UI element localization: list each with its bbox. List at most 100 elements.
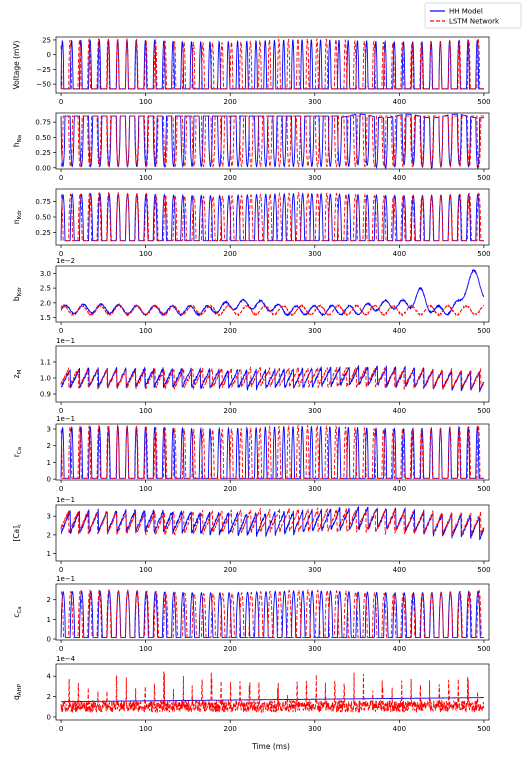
subplot-3: 0 100 200 300 400 500 0.25 0.50 0.75 nKdr bbox=[12, 188, 491, 258]
x-tick-label: 300 bbox=[308, 725, 321, 733]
y-axis-label: zM bbox=[12, 369, 23, 378]
y-tick-label: 0.00 bbox=[35, 164, 51, 172]
legend-box bbox=[424, 2, 522, 29]
y-axis-label: cCa bbox=[12, 606, 23, 617]
x-tick-label: 400 bbox=[393, 407, 406, 415]
x-tick-label: 400 bbox=[393, 250, 406, 258]
x-tick-label: 0 bbox=[59, 407, 63, 415]
x-tick-label: 0 bbox=[59, 250, 63, 258]
axis-exponent: 1e−4 bbox=[56, 655, 76, 663]
x-tick-label: 200 bbox=[224, 250, 237, 258]
x-tick-label: 500 bbox=[477, 174, 490, 182]
x-tick-label: 500 bbox=[477, 327, 490, 335]
x-tick-label: 300 bbox=[308, 98, 321, 106]
y-axis-label: hNa bbox=[12, 135, 23, 147]
x-tick-label: 100 bbox=[139, 174, 152, 182]
y-tick-label: 0.50 bbox=[35, 134, 51, 142]
y-tick-label: 0 bbox=[47, 713, 51, 721]
plot-frame bbox=[55, 36, 490, 94]
y-tick-label: −25 bbox=[36, 66, 51, 74]
axis-exponent: 1e−2 bbox=[56, 257, 75, 265]
axis-exponent: 1e−1 bbox=[56, 415, 75, 423]
y-tick-label: 2 bbox=[47, 693, 51, 701]
x-tick-label: 400 bbox=[393, 725, 406, 733]
axis-exponent: 1e−1 bbox=[56, 496, 75, 504]
y-tick-label: 0.50 bbox=[35, 214, 51, 222]
subplot-9: 0 100 200 300 400 500 0 2 4 1e−4 qAHP bbox=[12, 655, 491, 733]
y-axis-label: Voltage (mV) bbox=[12, 41, 21, 90]
x-tick-label: 200 bbox=[224, 566, 237, 574]
plot-frame bbox=[55, 423, 490, 481]
y-tick-label: 2 bbox=[47, 531, 51, 539]
subplot-2: 0 100 200 300 400 500 0.00 0.25 0.50 0.75 hNa bbox=[12, 112, 491, 182]
y-tick-label: 25 bbox=[42, 36, 51, 44]
y-tick-label: 0 bbox=[47, 51, 51, 59]
x-tick-label: 0 bbox=[59, 566, 63, 574]
x-tick-label: 100 bbox=[139, 485, 152, 493]
x-tick-label: 300 bbox=[308, 250, 321, 258]
x-tick-label: 400 bbox=[393, 566, 406, 574]
x-tick-label: 500 bbox=[477, 98, 490, 106]
x-tick-label: 0 bbox=[59, 98, 63, 106]
x-tick-label: 400 bbox=[393, 174, 406, 182]
y-axis-label: nKdr bbox=[12, 209, 23, 224]
y-axis-label: rCa bbox=[12, 447, 23, 457]
x-tick-label: 0 bbox=[59, 725, 63, 733]
x-tick-label: 300 bbox=[308, 327, 321, 335]
x-tick-label: 500 bbox=[477, 725, 490, 733]
subplot-5: 0 100 200 300 400 500 0.9 1.0 1.1 1e−1 zM bbox=[12, 337, 491, 415]
subplot-8: 0 100 200 300 400 500 0 1 2 1e−1 cCa bbox=[12, 575, 491, 653]
y-tick-label: 3 bbox=[47, 513, 51, 521]
x-tick-label: 200 bbox=[224, 98, 237, 106]
x-tick-label: 100 bbox=[139, 250, 152, 258]
x-tick-label: 300 bbox=[308, 645, 321, 653]
y-tick-label: 3 bbox=[47, 426, 51, 434]
y-axis-label: qAHP bbox=[12, 683, 23, 700]
legend-entry-label: HH Model bbox=[449, 8, 483, 16]
x-tick-label: 200 bbox=[224, 485, 237, 493]
y-tick-label: 1 bbox=[47, 459, 51, 467]
y-axis-label: [Ca]i bbox=[12, 524, 23, 542]
series-line-hh-model bbox=[60, 506, 485, 541]
series-line-hh-model bbox=[60, 113, 484, 169]
x-tick-label: 200 bbox=[224, 407, 237, 415]
x-tick-label: 100 bbox=[139, 645, 152, 653]
x-tick-label: 500 bbox=[477, 485, 490, 493]
series-line-lstm-network bbox=[60, 191, 484, 242]
x-tick-label: 500 bbox=[477, 250, 490, 258]
x-tick-label: 100 bbox=[139, 725, 152, 733]
x-tick-label: 500 bbox=[477, 407, 490, 415]
plot-frame bbox=[55, 583, 490, 641]
y-tick-label: 1.1 bbox=[40, 359, 51, 367]
x-tick-label: 300 bbox=[308, 174, 321, 182]
axis-exponent: 1e−1 bbox=[56, 575, 75, 583]
series-line-lstm-network bbox=[60, 588, 484, 638]
series-line-lstm-network bbox=[60, 37, 484, 90]
y-axis-label: bKdr bbox=[12, 286, 23, 301]
x-tick-label: 0 bbox=[59, 645, 63, 653]
x-tick-label: 0 bbox=[59, 174, 63, 182]
x-tick-label: 100 bbox=[139, 98, 152, 106]
series-line-lstm-network bbox=[60, 507, 485, 536]
subplot-4: 0 100 200 300 400 500 1.5 2.0 2.5 3.0 1e−2 bKdr bbox=[12, 257, 491, 335]
x-tick-label: 300 bbox=[308, 407, 321, 415]
y-tick-label: 0.25 bbox=[35, 229, 51, 237]
plot-frame bbox=[55, 345, 490, 403]
x-tick-label: 100 bbox=[139, 566, 152, 574]
x-tick-label: 200 bbox=[224, 327, 237, 335]
subplot-6: 0 100 200 300 400 500 0 1 2 3 1e−1 rCa bbox=[12, 415, 491, 493]
x-tick-label: 200 bbox=[224, 174, 237, 182]
y-tick-label: 0.75 bbox=[35, 119, 51, 127]
y-tick-label: 2.5 bbox=[40, 285, 51, 293]
y-tick-label: 2 bbox=[47, 442, 51, 450]
x-tick-label: 100 bbox=[139, 407, 152, 415]
y-tick-label: 1.0 bbox=[40, 375, 51, 383]
series-line-hh-model bbox=[61, 697, 484, 703]
subplot-7: 0 100 200 300 400 500 1 2 3 1e−1 [Ca]i bbox=[12, 496, 491, 574]
x-tick-label: 400 bbox=[393, 645, 406, 653]
series-line-hh-model bbox=[60, 38, 484, 90]
plot-frame bbox=[55, 265, 490, 323]
plot-frame bbox=[55, 504, 490, 562]
series-line-lstm-network bbox=[60, 671, 485, 714]
y-tick-label: 2 bbox=[47, 596, 51, 604]
